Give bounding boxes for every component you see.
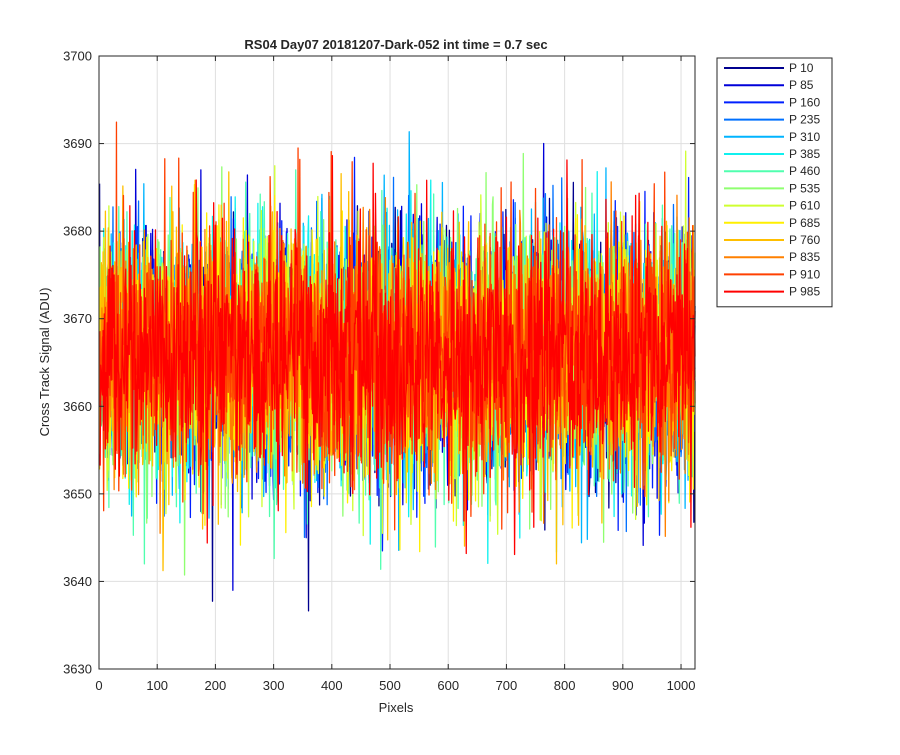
x-tick-label: 900 <box>612 678 634 693</box>
legend-box <box>716 57 833 308</box>
y-axis-label: Cross Track Signal (ADU) <box>37 288 52 437</box>
legend-label-p-85: P 85 <box>789 78 814 92</box>
legend-label-p-160: P 160 <box>789 95 820 109</box>
x-tick-label: 100 <box>146 678 168 693</box>
x-tick-label: 700 <box>496 678 518 693</box>
y-tick-label: 3630 <box>63 662 92 677</box>
x-tick-label: 200 <box>205 678 227 693</box>
series-line-p-985 <box>98 154 696 556</box>
plot-area: 0 100 200 300 400 500 600 700 800 900 1000 3630 3640… <box>63 49 696 693</box>
x-axis-label: Pixels <box>379 700 414 715</box>
legend-label-p-835: P 835 <box>789 250 820 264</box>
legend-label-p-235: P 235 <box>789 113 820 127</box>
y-tick-label: 3680 <box>63 224 92 239</box>
legend-label-p-685: P 685 <box>789 216 820 230</box>
legend-label-p-310: P 310 <box>789 130 820 144</box>
legend-label-p-985: P 985 <box>789 285 820 299</box>
x-tick-label: 0 <box>95 678 102 693</box>
y-tick-label: 3670 <box>63 311 92 326</box>
legend-label-p-760: P 760 <box>789 233 820 247</box>
x-tick-label: 400 <box>321 678 343 693</box>
axes-box <box>98 55 696 670</box>
x-tick-label: 500 <box>379 678 401 693</box>
x-tick-label: 1000 <box>667 678 696 693</box>
x-tick-label: 600 <box>437 678 459 693</box>
legend-label-p-385: P 385 <box>789 147 820 161</box>
legend-label-p-910: P 910 <box>789 267 820 281</box>
legend-label-p-610: P 610 <box>789 199 820 213</box>
legend-label-p-460: P 460 <box>789 164 820 178</box>
legend: P 10 P 85 P 160 P 235 P 310 P 385 P 460 P 535 P … <box>716 57 833 308</box>
y-tick-label: 3700 <box>63 49 92 64</box>
y-tick-label: 3650 <box>63 486 92 501</box>
y-tick-label: 3660 <box>63 399 92 414</box>
x-tick-label: 300 <box>263 678 285 693</box>
legend-label-p-10: P 10 <box>789 61 814 75</box>
x-tick-label: 800 <box>554 678 576 693</box>
y-tick-label: 3690 <box>63 136 92 151</box>
y-tick-label: 3640 <box>63 574 92 589</box>
legend-label-p-535: P 535 <box>789 181 820 195</box>
chart-title: RS04 Day07 20181207-Dark-052 int time = … <box>244 37 547 52</box>
